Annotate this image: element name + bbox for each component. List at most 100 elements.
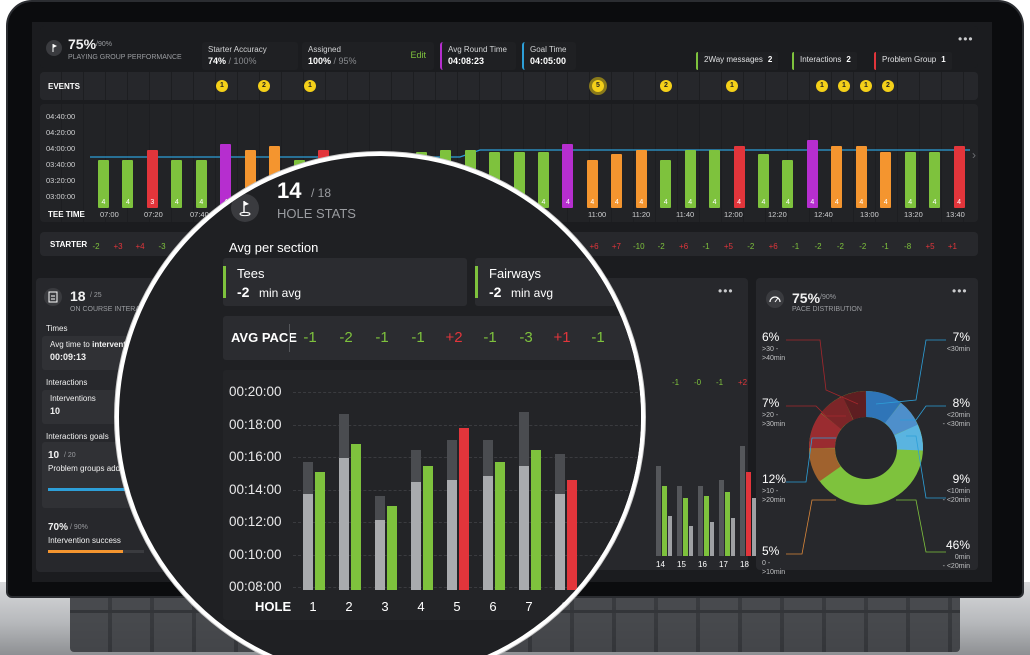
event-marker[interactable]: 2 — [882, 80, 894, 92]
avg-pace-value: -1 — [411, 329, 425, 346]
event-marker[interactable]: 5 — [592, 80, 604, 92]
interactions-section-label: Interactions — [46, 378, 88, 387]
tee-bar[interactable]: 4 — [611, 154, 623, 208]
tee-bar[interactable]: 4 — [831, 146, 843, 208]
times-label: Times — [46, 324, 68, 333]
problem-group-filter[interactable]: Problem Group 1 — [874, 52, 952, 70]
tee-bar[interactable]: 4 — [660, 160, 672, 208]
avg-per-section-label: Avg per section — [229, 240, 319, 255]
tees-value: -2 — [237, 284, 250, 300]
event-marker[interactable]: 1 — [838, 80, 850, 92]
tee-bar-count: 4 — [590, 199, 595, 206]
hole-x-label: HOLE — [255, 599, 292, 614]
tees-card: Tees -2 min avg — [223, 258, 467, 306]
right-hole-bar — [725, 492, 730, 556]
tee-bar[interactable]: 3 — [146, 150, 158, 208]
tee-bar[interactable]: 4 — [904, 152, 916, 208]
hole-y-tick: 00:10:00 — [229, 546, 282, 562]
interactions-goals-label: Interactions goals — [46, 432, 109, 441]
tee-y-tick: 04:20:00 — [46, 128, 76, 137]
tee-bar[interactable]: 4 — [855, 146, 867, 208]
tee-bar-count: 4 — [614, 199, 619, 206]
event-marker[interactable]: 1 — [726, 80, 738, 92]
tee-bar-count: 4 — [712, 199, 717, 206]
event-marker[interactable]: 1 — [216, 80, 228, 92]
tee-x-tick: 12:20 — [768, 210, 787, 219]
hole-time-chart — [223, 370, 641, 620]
tee-bar[interactable]: 4 — [758, 154, 769, 208]
tee-bar[interactable]: 4 — [195, 160, 207, 208]
tee-bar[interactable]: 4 — [171, 160, 183, 208]
tee-bar-count: 4 — [932, 199, 937, 206]
tee-bar-count: 4 — [199, 199, 204, 206]
two-way-messages-count: 2 — [767, 55, 773, 64]
right-pace-value: -1 — [672, 378, 680, 387]
hole-gridline — [293, 424, 641, 426]
starter-value: -1 — [881, 242, 889, 251]
starter-value: +1 — [947, 242, 957, 251]
tee-y-tick: 04:00:00 — [46, 144, 76, 153]
tee-bar[interactable]: 4 — [586, 160, 598, 208]
tee-bar[interactable]: 4 — [122, 160, 134, 208]
right-hole-bar — [656, 466, 661, 556]
event-marker[interactable]: 2 — [660, 80, 672, 92]
pace-right-range: <20min - <30min — [942, 412, 970, 428]
tee-x-tick: 07:00 — [100, 210, 119, 219]
hole-bar-average — [519, 466, 529, 590]
pace-right-range: <10min - <20min — [942, 488, 970, 504]
avg-round-time-value: 04:08:23 — [448, 56, 485, 66]
hole-y-tick: 00:14:00 — [229, 481, 282, 497]
hole-label: 6 — [489, 599, 497, 614]
event-marker[interactable]: 1 — [860, 80, 872, 92]
pace-menu-button[interactable]: ••• — [952, 284, 968, 298]
hole-bar-current — [495, 462, 505, 590]
tee-bar-count: 4 — [883, 199, 888, 206]
tee-bar-count: 4 — [810, 199, 815, 206]
two-way-messages-filter[interactable]: 2Way messages 2 — [696, 52, 779, 70]
avg-pace-value: +2 — [445, 329, 463, 346]
tee-bar[interactable]: 4 — [953, 146, 965, 208]
hole-bar-current — [423, 466, 433, 590]
tee-bar-count: 4 — [565, 199, 570, 206]
header-menu-button[interactable]: ••• — [958, 32, 974, 46]
tee-bar[interactable]: 4 — [733, 146, 745, 208]
hole-y-tick: 00:20:00 — [229, 384, 282, 399]
event-marker[interactable]: 1 — [816, 80, 828, 92]
hole-bar-average — [411, 482, 421, 590]
event-marker[interactable]: 2 — [258, 80, 270, 92]
avg-time-value: 00:09:13 — [50, 352, 87, 362]
interactions-filter[interactable]: Interactions 2 — [792, 52, 857, 70]
tee-bar[interactable]: 4 — [635, 150, 647, 208]
tee-bar[interactable]: 4 — [684, 150, 696, 208]
pace-percent: 75% — [792, 290, 821, 306]
starter-value: +4 — [135, 242, 145, 251]
starter-label: STARTER — [50, 240, 88, 249]
tee-y-tick: 04:40:00 — [46, 112, 76, 121]
tee-bar[interactable]: 4 — [929, 152, 941, 208]
avg-time-label: Avg time to interventio — [50, 340, 133, 349]
tee-bar[interactable]: 4 — [538, 152, 549, 208]
tee-bar[interactable]: 4 — [709, 150, 721, 208]
hole-label: 4 — [417, 599, 425, 614]
pace-subtitle: PACE DISTRIBUTION — [792, 306, 862, 313]
hole-bar-current — [387, 506, 397, 590]
tee-bar[interactable]: 4 — [98, 160, 109, 208]
hole-stats-menu-button[interactable]: ••• — [718, 284, 734, 298]
right-hole-label: 17 — [719, 560, 728, 569]
pace-left-percent: 7% — [762, 396, 780, 410]
pace-right-percent: 9% — [952, 472, 970, 486]
event-marker[interactable]: 1 — [304, 80, 316, 92]
tee-bar[interactable]: 4 — [880, 152, 892, 208]
tee-bar[interactable]: 4 — [562, 144, 574, 208]
right-hole-label: 14 — [656, 560, 665, 569]
assigned-kpi: Assigned 100% / 95% Edit — [302, 42, 434, 70]
hole-label: 7 — [525, 599, 533, 614]
starter-value: -2 — [814, 242, 822, 251]
edit-link[interactable]: Edit — [410, 50, 426, 60]
tee-bar[interactable]: 4 — [782, 160, 794, 208]
chevron-right-icon[interactable]: › — [972, 148, 976, 162]
right-pace-value: -1 — [716, 378, 724, 387]
fairways-unit: min avg — [511, 286, 554, 300]
tee-x-tick: 12:40 — [814, 210, 833, 219]
tee-bar[interactable]: 4 — [806, 140, 818, 208]
